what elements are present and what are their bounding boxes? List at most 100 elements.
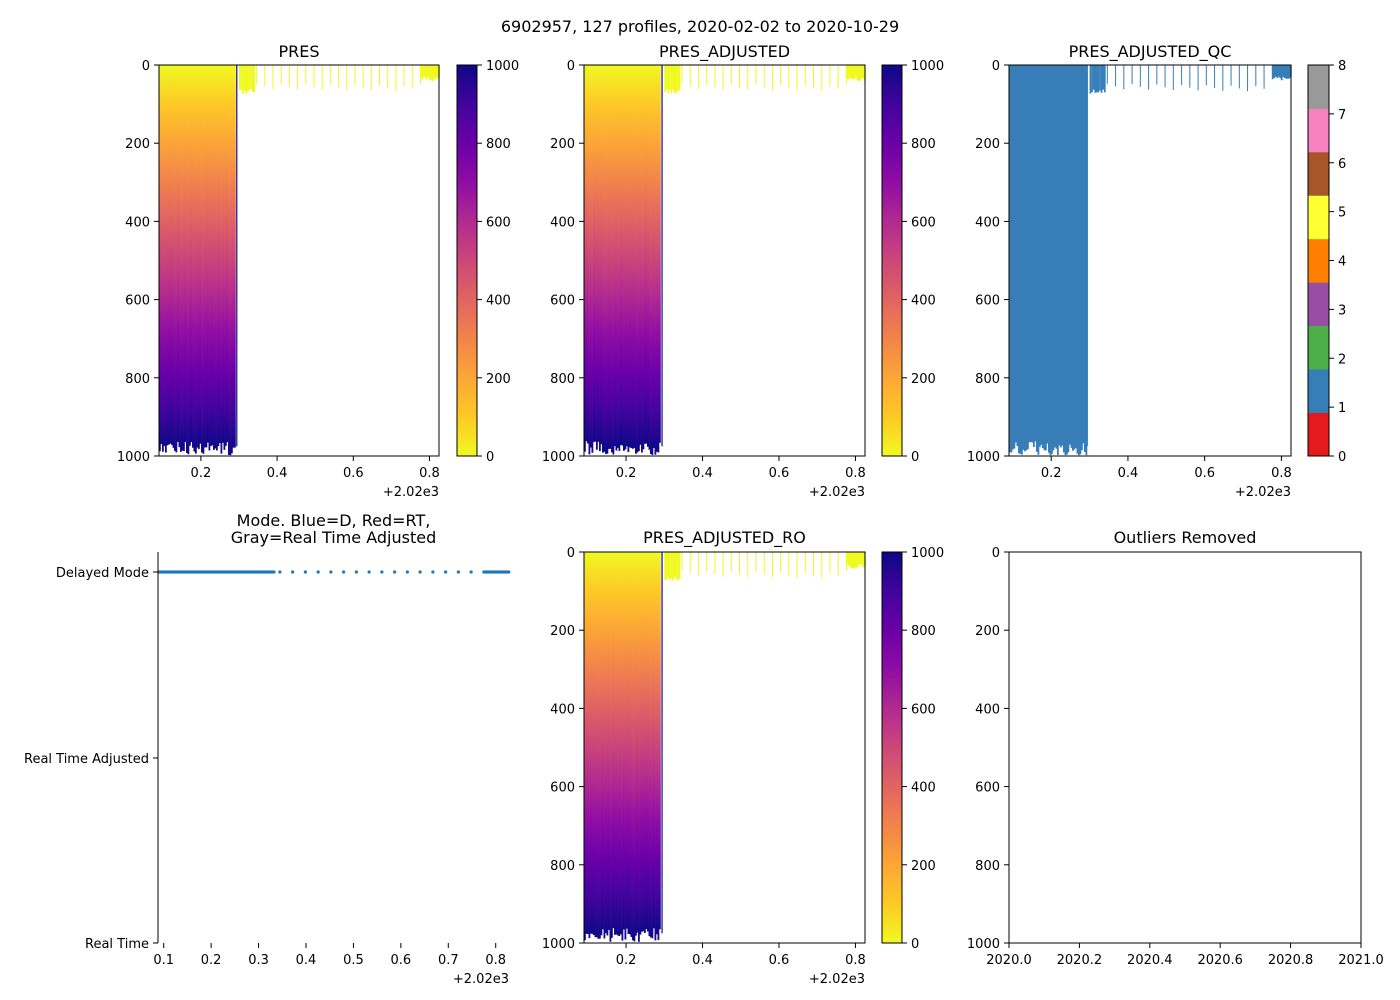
profile-shallow [1189,65,1191,88]
y-tick-label: 600 [125,294,150,309]
profile-shallow [1172,65,1174,91]
profile-deep [1066,65,1068,455]
y-tick-label: 0 [567,59,575,74]
profile-deep [659,552,661,930]
profile-deep [1036,65,1038,452]
profile-deep [606,65,609,454]
profile-deep [632,65,634,449]
profile-deep [636,65,639,453]
panel-pres: PRES 0.2 0.4 0.6 0.8 +2.02e3 0 200 400 600 800 100… [117,42,519,500]
profile-shallow [689,65,691,87]
profile-block-deep [584,552,663,942]
y-tick-label: 200 [550,137,575,152]
profile-deep [594,65,597,442]
y-tick-label: 1000 [542,450,575,465]
profile-deep [186,65,188,453]
mode-point [367,570,371,574]
x-tick-label: 0.2 [616,466,637,481]
profile-shallow [670,552,673,579]
colorbar-tick-label: 1000 [911,59,944,74]
profile-deep [644,65,646,444]
colorbar-tick-label: 600 [486,215,511,230]
profile-deep [615,65,618,451]
profile-deep [1028,65,1031,443]
profile-shallow [434,65,437,79]
profile-deep [603,65,606,452]
profile-deep [1067,65,1070,453]
profile-deep [645,65,648,444]
y-tick-label: 600 [550,294,575,309]
y-tick-label: 200 [125,137,150,152]
profile-deep [602,65,604,453]
profile-shallow [251,65,254,93]
profile-shallow [338,65,340,88]
profile-deep [608,552,610,930]
profile-shallow [1222,65,1224,91]
profile-shallow [665,552,668,580]
colorbar-tick-label: 400 [911,294,936,309]
profile-shallow [1100,65,1103,93]
profile-deep [633,65,636,448]
profile-deep [656,65,658,452]
profile-deep [627,65,630,453]
mode-point [507,570,511,574]
mode-point [278,570,282,574]
y-tick-label: 200 [975,624,1000,639]
mode-point [444,570,448,574]
profile-deep [594,552,597,938]
profile-deep [630,65,633,449]
profile-deep [653,65,655,449]
colorbar-frame [456,64,478,457]
profile-deep [1009,65,1011,453]
profile-deep [165,65,167,453]
profile-deep [1034,65,1037,442]
profile-shallow [763,65,765,88]
profile-deep [618,65,621,451]
x-tick-label: 2021.0 [1338,953,1384,968]
profile-deep [1063,65,1065,453]
profile-shallow [436,65,439,78]
profile-shallow [681,65,683,84]
x-tick-label: 0.4 [296,953,317,968]
axes-frame [158,64,440,457]
profile-deep [228,65,230,455]
profile-shallow [395,65,397,92]
y-tick-label: 600 [975,781,1000,796]
profile-deep [205,65,208,448]
x-tick-label: 0.8 [485,953,506,968]
panel-outliers-removed: Outliers Removed 2020.0 2020.2 2020.4 2020.… [967,528,1384,968]
profile-deep [225,65,227,446]
profile-deep [217,65,220,447]
profile-shallow [853,65,856,80]
profile-deep [590,552,592,934]
profile-shallow [860,65,863,79]
profile-deep [648,552,651,937]
profile-deep [214,65,217,449]
profile-shallow [857,65,860,82]
colorbar-tick-label: 800 [911,137,936,152]
x-tick-label: 0.6 [343,466,364,481]
profile-deep [626,65,628,447]
profile-block-deep [584,65,663,455]
profile-deep [630,552,633,938]
profile-deep [621,552,624,941]
profile-deep [1070,65,1073,448]
profile-shallow [1092,65,1095,90]
y-tick-label: 600 [550,781,575,796]
profile-deep [1043,65,1046,451]
y-tick-label: 200 [550,624,575,639]
profile-shallow [860,552,863,566]
panel-title-pres-adjusted: PRES_ADJUSTED [659,42,790,62]
profile-shallow [243,65,246,91]
profile-deep [201,65,203,453]
colorbar-segment-qc-8 [1308,65,1329,109]
profile-deep [1012,65,1014,450]
profile-deep [178,65,181,448]
colorbar-tick-label: 1000 [486,59,519,74]
profile-shallow [354,65,356,86]
profile-deep [171,65,173,445]
x-tick-label: 0.3 [248,953,269,968]
profile-deep [641,65,643,453]
axes-frame [1008,64,1292,457]
profile-deep [1031,65,1034,443]
